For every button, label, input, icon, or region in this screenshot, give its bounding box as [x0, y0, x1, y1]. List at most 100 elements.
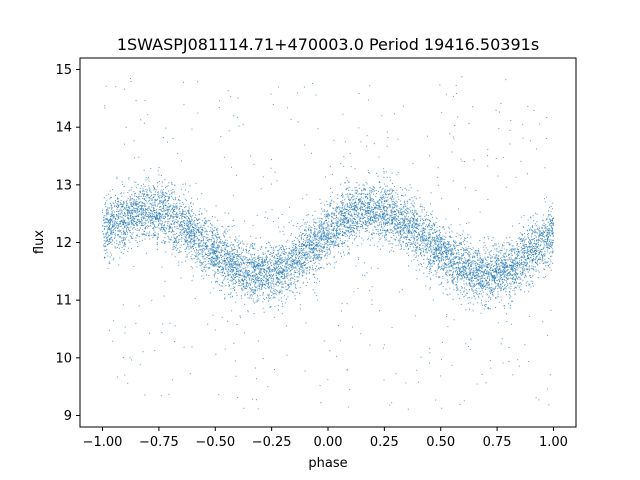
data-point — [254, 266, 256, 268]
data-point — [341, 192, 343, 194]
data-point — [204, 208, 206, 210]
data-point — [433, 224, 435, 226]
data-point — [356, 226, 358, 228]
data-point — [545, 275, 547, 277]
data-point — [313, 232, 315, 234]
data-point — [290, 220, 292, 222]
data-point — [390, 188, 392, 190]
data-point — [380, 232, 382, 234]
data-point — [301, 259, 303, 261]
data-point — [430, 250, 432, 252]
data-point — [431, 266, 433, 268]
data-point — [134, 210, 136, 212]
data-point — [301, 269, 303, 271]
data-point — [495, 270, 497, 272]
data-point — [172, 234, 174, 236]
data-point — [431, 225, 433, 227]
data-point — [194, 243, 196, 245]
data-point — [474, 260, 476, 262]
data-point — [467, 261, 469, 263]
data-point — [385, 234, 387, 236]
data-point — [157, 186, 159, 188]
data-point — [550, 225, 552, 227]
data-point — [132, 224, 134, 226]
data-point — [468, 246, 470, 248]
data-point — [481, 285, 483, 287]
data-point — [245, 250, 247, 252]
data-point — [402, 213, 404, 215]
data-point — [247, 310, 249, 312]
data-point — [438, 257, 440, 259]
data-point — [240, 281, 241, 283]
data-point — [299, 287, 301, 289]
data-point — [449, 244, 451, 246]
data-point — [286, 259, 288, 261]
data-point — [250, 253, 252, 255]
data-point — [446, 270, 448, 272]
data-point — [395, 245, 397, 247]
data-point — [401, 289, 403, 291]
data-point — [172, 230, 174, 232]
data-point — [418, 215, 420, 217]
data-point — [530, 257, 532, 259]
data-point — [283, 273, 285, 275]
data-point — [466, 249, 468, 251]
data-point — [457, 268, 459, 270]
data-point — [352, 227, 354, 228]
data-point — [124, 208, 126, 210]
data-point — [166, 207, 168, 209]
data-point — [194, 240, 196, 242]
data-point — [534, 243, 536, 245]
data-point — [536, 246, 538, 248]
data-point — [185, 246, 187, 248]
data-point — [480, 293, 482, 295]
data-point — [440, 375, 442, 377]
data-point — [310, 260, 312, 262]
data-point — [364, 202, 366, 204]
data-point — [130, 199, 131, 201]
data-point — [138, 222, 140, 224]
data-point — [209, 239, 211, 241]
data-point — [545, 230, 547, 232]
data-point — [144, 204, 146, 206]
data-point — [136, 210, 138, 212]
data-point — [236, 245, 238, 247]
data-point — [469, 256, 471, 258]
data-point — [536, 239, 538, 241]
data-point — [417, 239, 419, 241]
data-point — [502, 285, 503, 287]
data-point — [265, 211, 267, 213]
data-point — [466, 259, 468, 261]
data-point — [147, 114, 149, 116]
data-point — [106, 234, 108, 236]
data-point — [494, 248, 496, 250]
data-point — [366, 230, 368, 232]
data-point — [447, 243, 449, 245]
data-point — [502, 281, 504, 283]
data-point — [268, 241, 270, 243]
data-point — [395, 210, 397, 212]
data-point — [391, 172, 393, 174]
data-point — [209, 254, 211, 256]
data-point — [326, 214, 328, 216]
data-point — [259, 264, 261, 266]
data-point — [307, 257, 309, 259]
data-point — [171, 236, 173, 238]
data-point — [450, 224, 452, 226]
data-point — [346, 210, 348, 212]
data-point — [430, 259, 432, 261]
data-point — [158, 174, 160, 176]
data-point — [283, 276, 285, 278]
data-point — [286, 269, 288, 271]
data-point — [513, 248, 515, 250]
data-point — [272, 255, 274, 257]
data-point — [269, 286, 271, 288]
data-point — [194, 256, 196, 258]
data-point — [503, 268, 505, 270]
data-point — [147, 234, 149, 236]
data-point — [139, 191, 141, 193]
data-point — [505, 266, 507, 268]
data-point — [421, 242, 423, 244]
data-point — [345, 226, 347, 228]
data-point — [466, 241, 468, 243]
